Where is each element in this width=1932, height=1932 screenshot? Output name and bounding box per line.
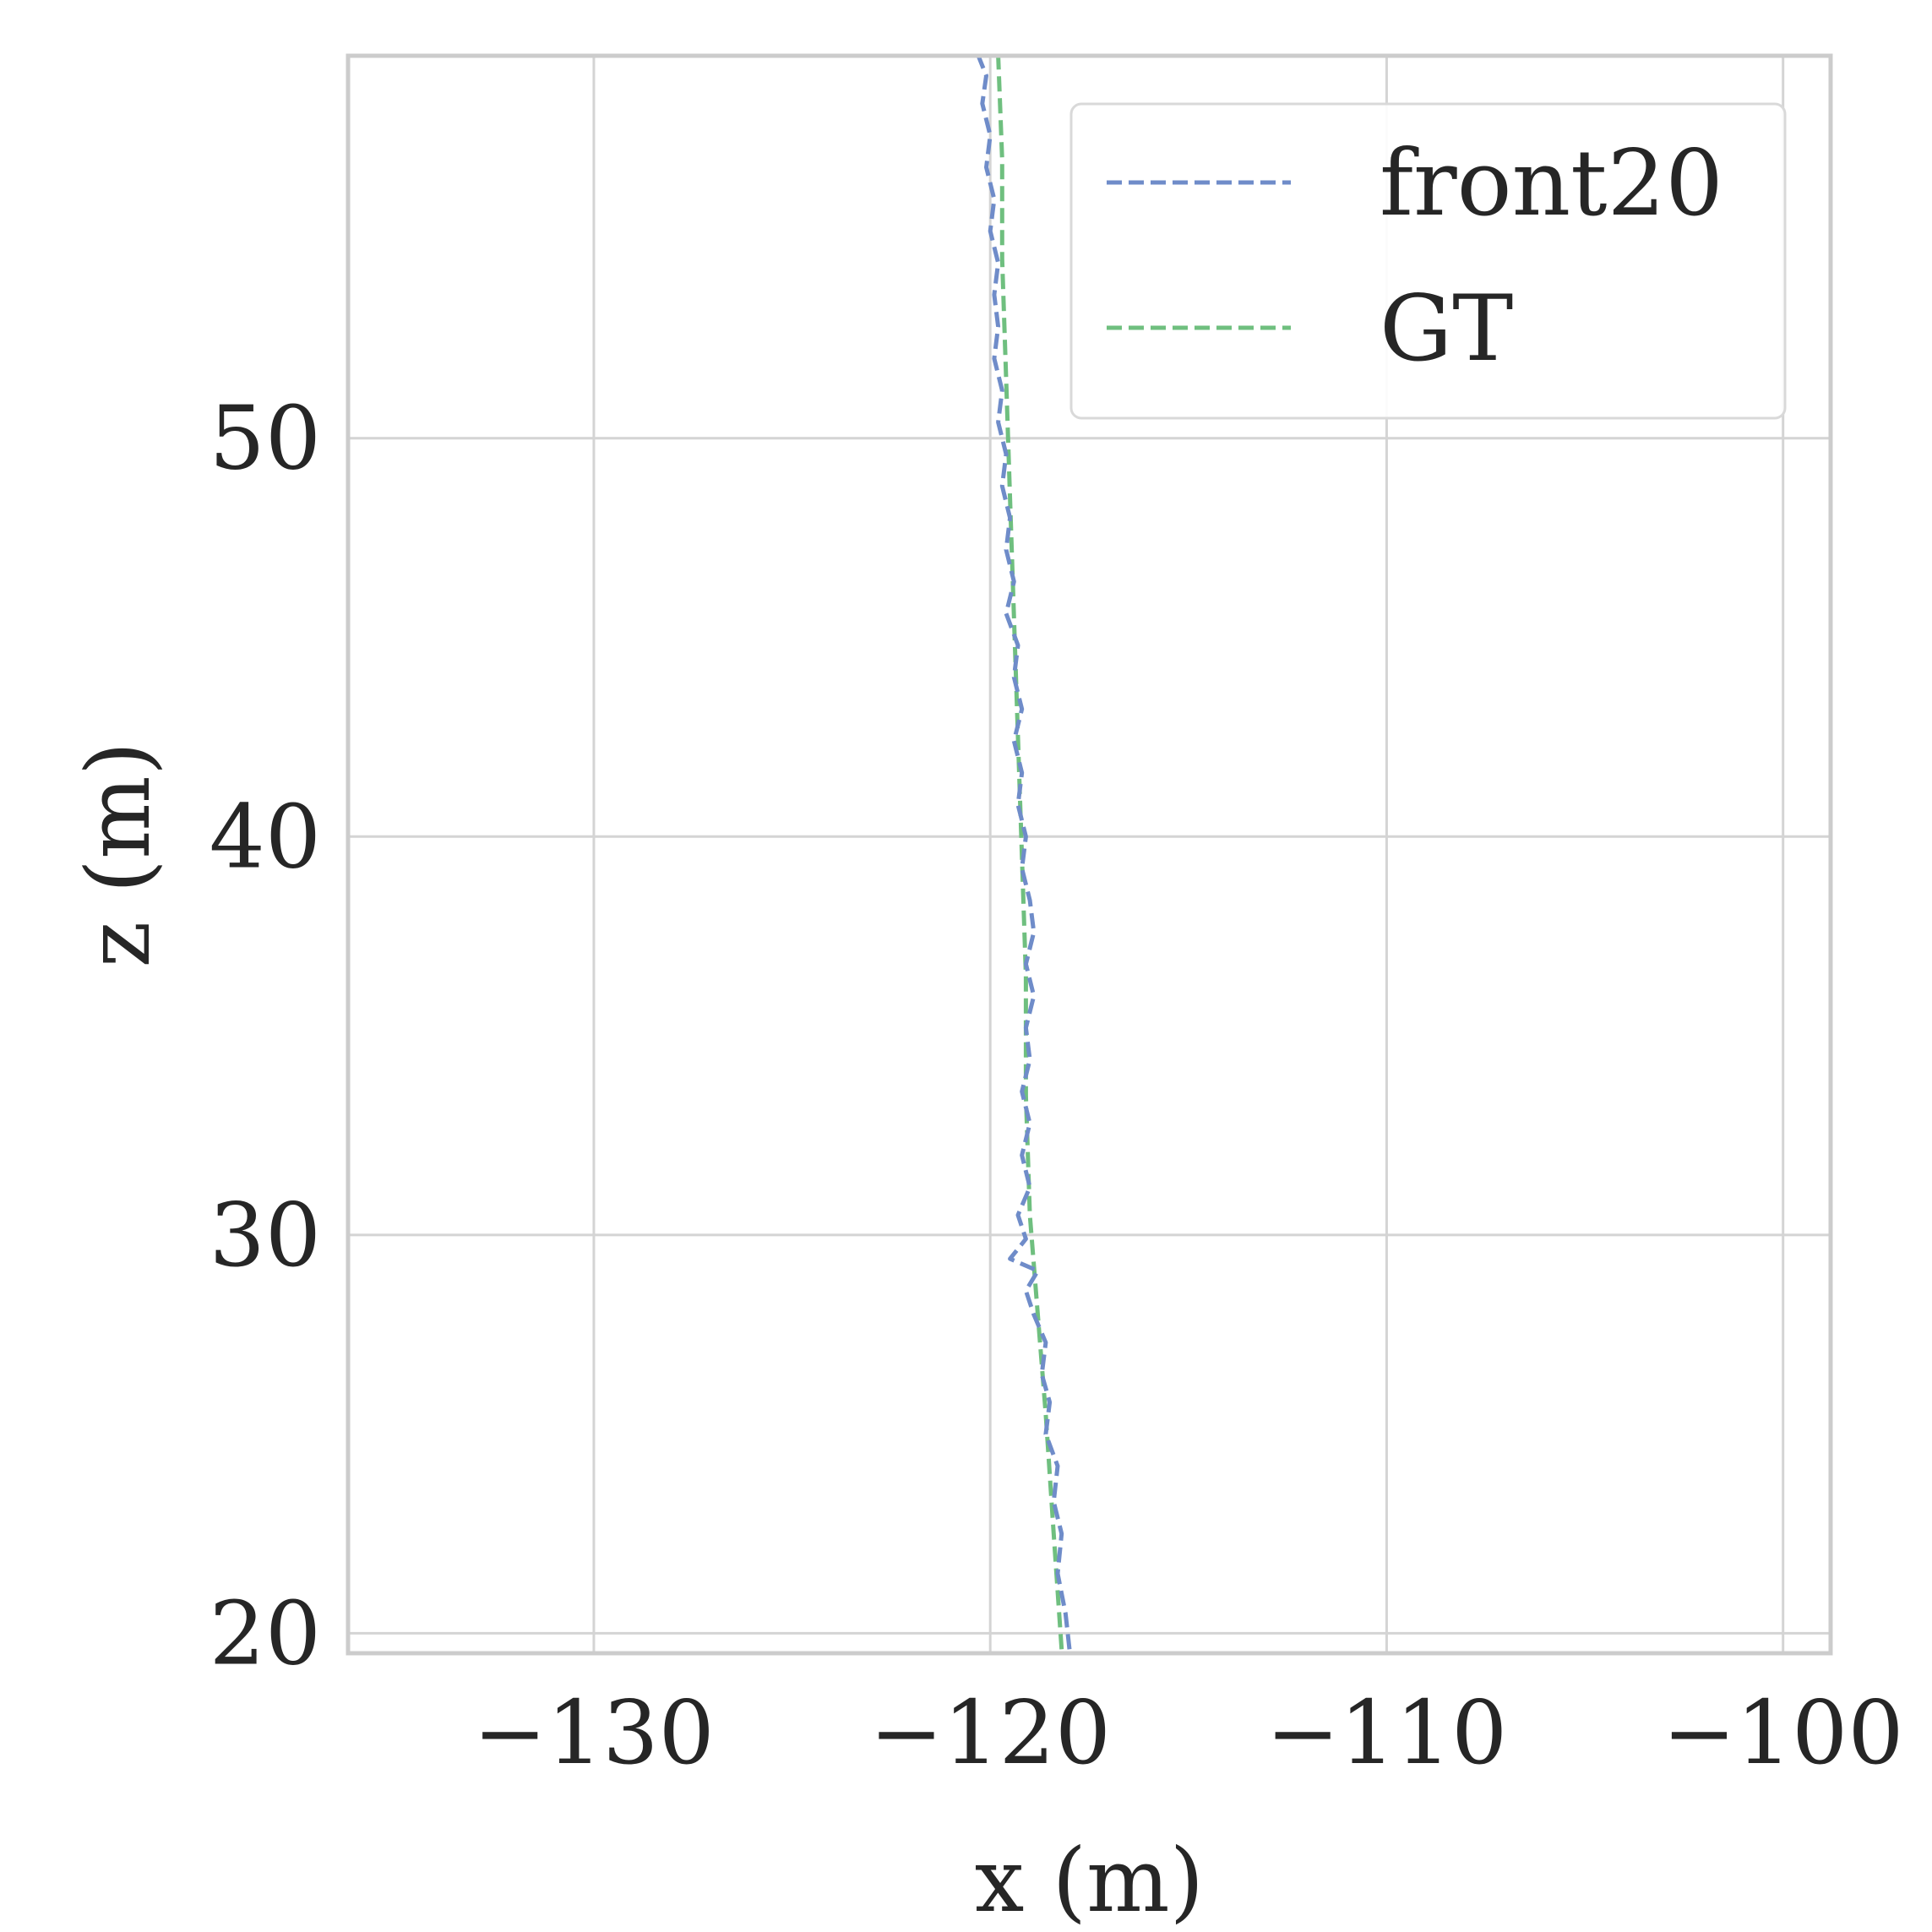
plot-frame <box>346 53 1833 1656</box>
x-tick-label: −130 <box>473 1681 715 1784</box>
y-tick-label: 20 <box>210 1581 321 1684</box>
x-tick-label: −120 <box>869 1681 1111 1784</box>
y-tick-label: 40 <box>210 785 321 888</box>
legend: front20 GT <box>1069 102 1787 420</box>
x-axis-label: x (m) <box>975 1829 1204 1932</box>
series-line-gt <box>996 55 1064 1650</box>
y-tick-label: 50 <box>210 387 321 490</box>
series-layer <box>976 55 1072 1650</box>
x-tick-labels: −130 −120 −110 −100 <box>473 1681 1903 1784</box>
y-tick-label: 30 <box>210 1184 321 1287</box>
y-axis-label: z (m) <box>67 742 170 968</box>
series-line-front20 <box>976 55 1072 1650</box>
x-tick-label: −100 <box>1663 1681 1904 1784</box>
x-tick-label: −110 <box>1266 1681 1508 1784</box>
legend-label-gt: GT <box>1380 276 1513 382</box>
legend-label-front20: front20 <box>1380 131 1723 237</box>
y-tick-labels: 20 30 40 50 <box>210 387 321 1685</box>
